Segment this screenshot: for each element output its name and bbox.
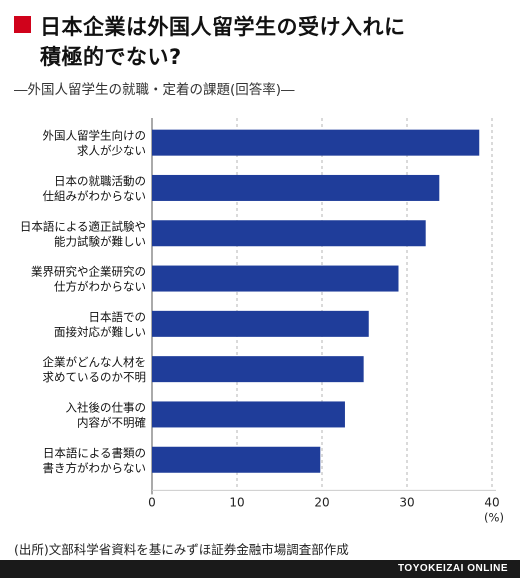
- bar-6: [152, 356, 364, 383]
- bar-4: [152, 265, 399, 292]
- x-tick-label-10: 10: [229, 495, 244, 509]
- title-block: 日本企業は外国人留学生の受け入れに 積極的でない?: [14, 12, 514, 72]
- category-label-line: 仕方がわからない: [54, 280, 146, 294]
- category-label-5: 日本語での面接対応が難しい: [54, 310, 146, 339]
- red-square-icon: [14, 16, 31, 33]
- title-line-2: 積極的でない?: [40, 45, 182, 69]
- category-label-line: 能力試験が難しい: [54, 234, 146, 248]
- bar-chart: 外国人留学生向けの求人が少ない日本の就職活動の仕組みがわからない日本語による適正…: [20, 118, 504, 524]
- category-label-3: 日本語による適正試験や能力試験が難しい: [20, 219, 146, 248]
- source-note: (出所)文部科学省資料を基にみずほ証券金融市場調査部作成: [14, 542, 349, 557]
- chart-subtitle: ―外国人留学生の就職・定着の課題(回答率)―: [14, 82, 295, 98]
- category-label-7: 入社後の仕事の内容が不明確: [66, 400, 147, 429]
- category-label-2: 日本の就職活動の仕組みがわからない: [43, 174, 147, 203]
- category-label-6: 企業がどんな人材を求めているのか不明: [43, 355, 147, 384]
- x-tick-label-0: 0: [148, 495, 156, 509]
- x-unit-label: (%): [484, 510, 504, 524]
- category-label-line: 日本語による適正試験や: [20, 219, 146, 233]
- bar-2: [152, 174, 440, 201]
- category-label-line: 書き方がわからない: [43, 461, 147, 475]
- publisher-footer: TOYOKEIZAI ONLINE: [0, 560, 520, 578]
- category-label-line: 日本語での: [89, 310, 147, 324]
- bar-5: [152, 310, 369, 337]
- category-label-line: 外国人留学生向けの: [43, 129, 147, 143]
- x-tick-label-30: 30: [399, 495, 414, 509]
- category-label-line: 入社後の仕事の: [66, 400, 147, 414]
- category-label-line: 内容が不明確: [77, 415, 146, 429]
- bar-1: [152, 129, 480, 156]
- category-label-line: 日本語による書類の: [43, 446, 146, 460]
- x-tick-label-40: 40: [484, 495, 499, 509]
- bar-7: [152, 401, 345, 428]
- bar-3: [152, 220, 426, 247]
- bar-8: [152, 446, 321, 473]
- chart-title: 日本企業は外国人留学生の受け入れに 積極的でない?: [14, 12, 514, 72]
- category-label-8: 日本語による書類の書き方がわからない: [43, 446, 147, 475]
- x-tick-label-20: 20: [314, 495, 329, 509]
- category-label-line: 求めているのか不明: [43, 370, 147, 384]
- category-label-line: 企業がどんな人材を: [43, 355, 147, 369]
- category-label-1: 外国人留学生向けの求人が少ない: [43, 129, 147, 158]
- category-label-4: 業界研究や企業研究の仕方がわからない: [31, 265, 146, 294]
- category-label-line: 仕組みがわからない: [43, 189, 147, 203]
- category-label-line: 求人が少ない: [77, 144, 146, 158]
- title-line-1: 日本企業は外国人留学生の受け入れに: [40, 15, 406, 39]
- category-label-line: 業界研究や企業研究の: [31, 265, 146, 279]
- category-label-line: 日本の就職活動の: [54, 174, 146, 188]
- category-label-line: 面接対応が難しい: [54, 325, 146, 339]
